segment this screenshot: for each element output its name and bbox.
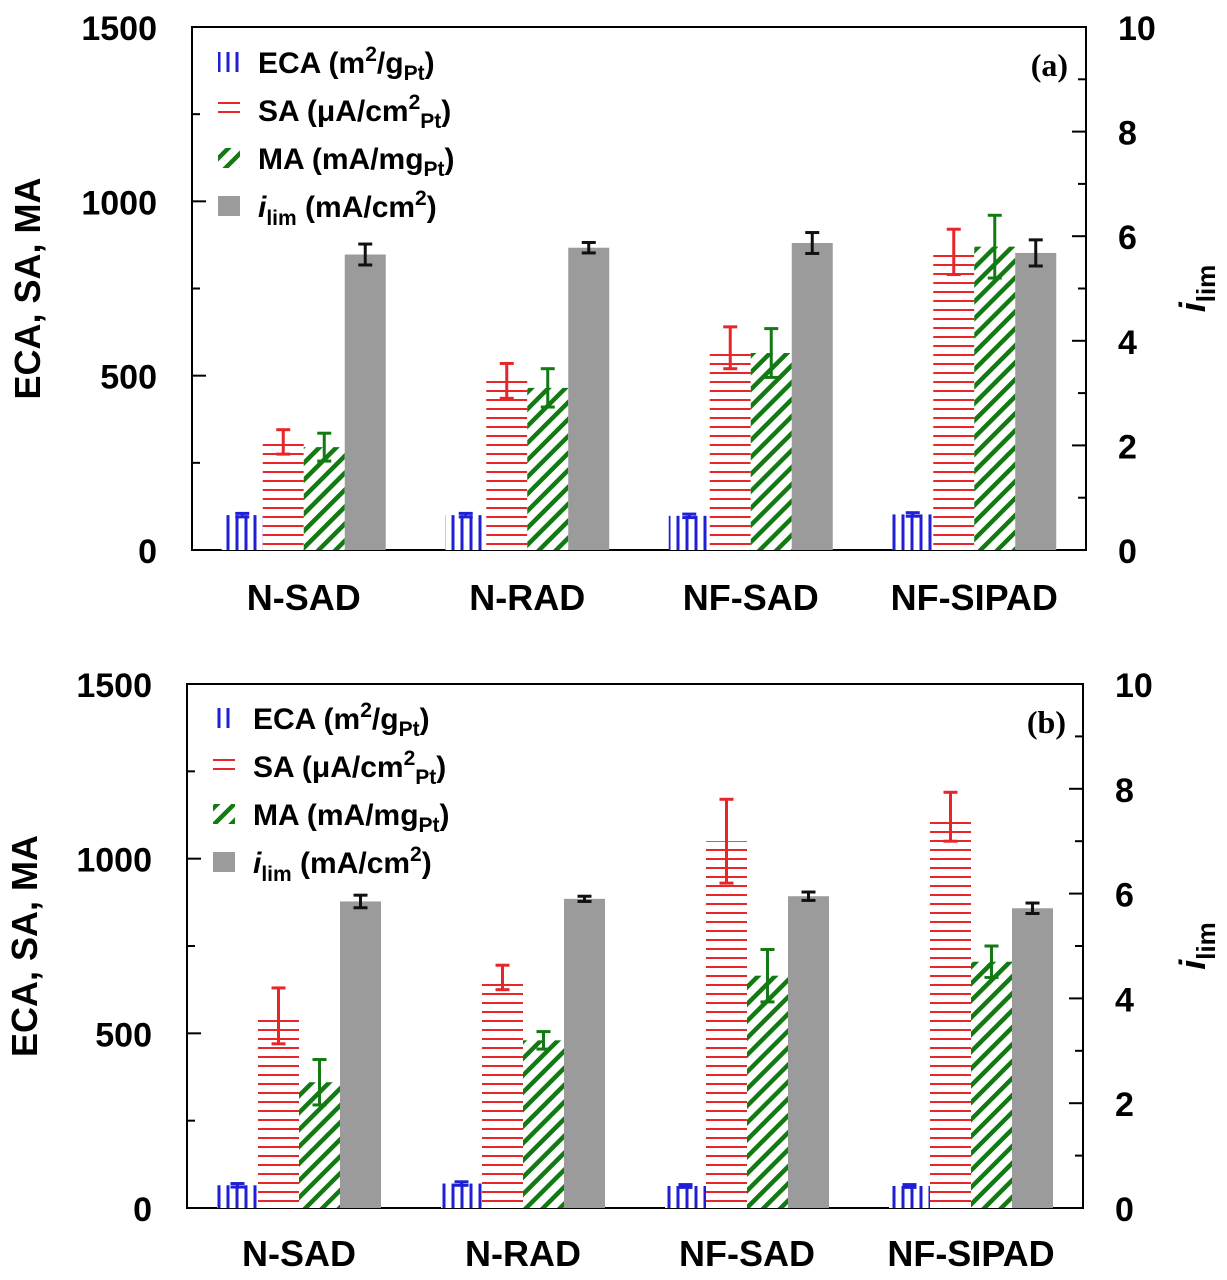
right-axis-title: ilim (1172, 922, 1221, 970)
bar-eca-n-sad (217, 1185, 258, 1208)
left-axis-title: ECA, SA, MA (4, 835, 45, 1057)
legend-swatch-ilim (213, 852, 235, 872)
legend: ECA (m2/gPt) SA (μA/cm2Pt) MA (mA/mgPt) ili… (213, 699, 450, 886)
legend-swatch-ma (218, 148, 240, 168)
bar-sa-n-rad (482, 977, 523, 1208)
legend: ECA (m2/gPt) SA (μA/cm2Pt) MA (mA/mgPt) ili… (218, 43, 455, 230)
left-tick-label: 500 (95, 1016, 152, 1054)
panel-label: (a) (1031, 47, 1068, 83)
left-tick-label: 0 (138, 533, 157, 571)
bar-eca-n-rad (441, 1183, 482, 1208)
legend-label-eca: ECA (m2/gPt) (253, 699, 430, 741)
legend-swatch-ilim (218, 196, 240, 216)
legend-swatch-eca (218, 52, 240, 72)
chart-panel-a: 0 500 1000 1500 0 2 4 6 8 10 ECA, SA, MA ilim N-SAD N… (7, 10, 1221, 618)
left-tick-label: 1500 (76, 667, 152, 705)
right-tick-label: 8 (1118, 115, 1137, 153)
bar-eca-n-rad (445, 515, 487, 550)
legend-label-ma: MA (mA/mgPt) (258, 143, 455, 181)
category-label: NF-SIPAD (891, 577, 1058, 618)
left-tick-label: 1500 (81, 10, 157, 48)
bar-ilim-nf-sad (788, 896, 829, 1208)
category-label: NF-SAD (679, 1233, 815, 1274)
left-tick-label: 0 (133, 1191, 152, 1229)
left-axis-title: ECA, SA, MA (7, 177, 48, 399)
legend-swatch-sa (213, 756, 235, 776)
right-tick-label: 2 (1118, 428, 1137, 466)
right-tick-label: 0 (1115, 1191, 1134, 1229)
right-axis-title: ilim (1172, 265, 1221, 313)
legend-label-sa: SA (μA/cm2Pt) (253, 747, 446, 789)
left-tick-label: 500 (100, 359, 157, 397)
right-tick-label: 10 (1118, 10, 1156, 48)
bar-eca-nf-sipad (889, 1185, 930, 1208)
bar-eca-nf-sipad (892, 514, 934, 550)
right-tick-label: 0 (1118, 533, 1137, 571)
bar-sa-nf-sipad (930, 816, 971, 1208)
legend-label-eca: ECA (m2/gPt) (258, 43, 435, 85)
right-tick-label: 6 (1115, 877, 1134, 915)
panel-label: (b) (1027, 704, 1066, 740)
category-label: N-SAD (242, 1233, 356, 1274)
legend-label-ilim: ilim (mA/cm2) (253, 843, 432, 886)
bar-ma-nf-sad (747, 975, 788, 1208)
right-tick-label: 6 (1118, 219, 1137, 257)
chart-panel-b: 0 500 1000 1500 0 2 4 6 8 10 ECA, SA, MA ilim N-SAD N… (4, 667, 1221, 1274)
bar-sa-nf-sad (706, 841, 747, 1208)
bar-sa-n-rad (486, 380, 528, 550)
legend-swatch-sa (218, 100, 240, 120)
category-label: NF-SAD (683, 577, 819, 618)
legend-label-ma: MA (mA/mgPt) (253, 799, 450, 837)
bar-ma-n-sad (303, 447, 345, 550)
bar-ilim-n-rad (564, 898, 605, 1208)
bar-sa-nf-sipad (933, 251, 975, 550)
right-tick-label: 2 (1115, 1086, 1134, 1124)
bar-eca-n-sad (221, 515, 263, 550)
bar-ilim-nf-sipad (1015, 252, 1057, 550)
bar-eca-nf-sad (668, 515, 710, 550)
right-tick-label: 4 (1118, 324, 1137, 362)
legend-swatch-eca (213, 708, 235, 728)
left-tick-label: 1000 (76, 842, 152, 880)
bar-ilim-nf-sipad (1012, 908, 1053, 1208)
bar-sa-nf-sad (709, 347, 751, 550)
legend-swatch-ma (213, 804, 235, 824)
bar-ma-n-rad (523, 1040, 564, 1208)
right-tick-label: 4 (1115, 981, 1134, 1019)
category-label: NF-SIPAD (887, 1233, 1054, 1274)
bar-ilim-nf-sad (791, 242, 833, 550)
bar-ilim-n-sad (344, 254, 386, 550)
left-tick-label: 1000 (81, 184, 157, 222)
right-tick-label: 8 (1115, 772, 1134, 810)
bar-ma-nf-sipad (971, 961, 1012, 1208)
legend-label-ilim: ilim (mA/cm2) (258, 187, 437, 230)
bar-ma-nf-sipad (974, 246, 1016, 550)
bar-ilim-n-rad (568, 247, 610, 550)
category-label: N-RAD (465, 1233, 581, 1274)
bar-ma-nf-sad (750, 353, 792, 550)
category-label: N-RAD (469, 577, 585, 618)
bar-eca-nf-sad (665, 1185, 706, 1208)
bar-ilim-n-sad (340, 901, 381, 1208)
bar-ma-n-rad (527, 387, 569, 550)
bar-sa-n-sad (258, 1015, 299, 1208)
right-tick-label: 10 (1115, 667, 1153, 705)
bar-sa-n-sad (262, 441, 304, 550)
category-label: N-SAD (247, 577, 361, 618)
legend-label-sa: SA (μA/cm2Pt) (258, 91, 451, 133)
